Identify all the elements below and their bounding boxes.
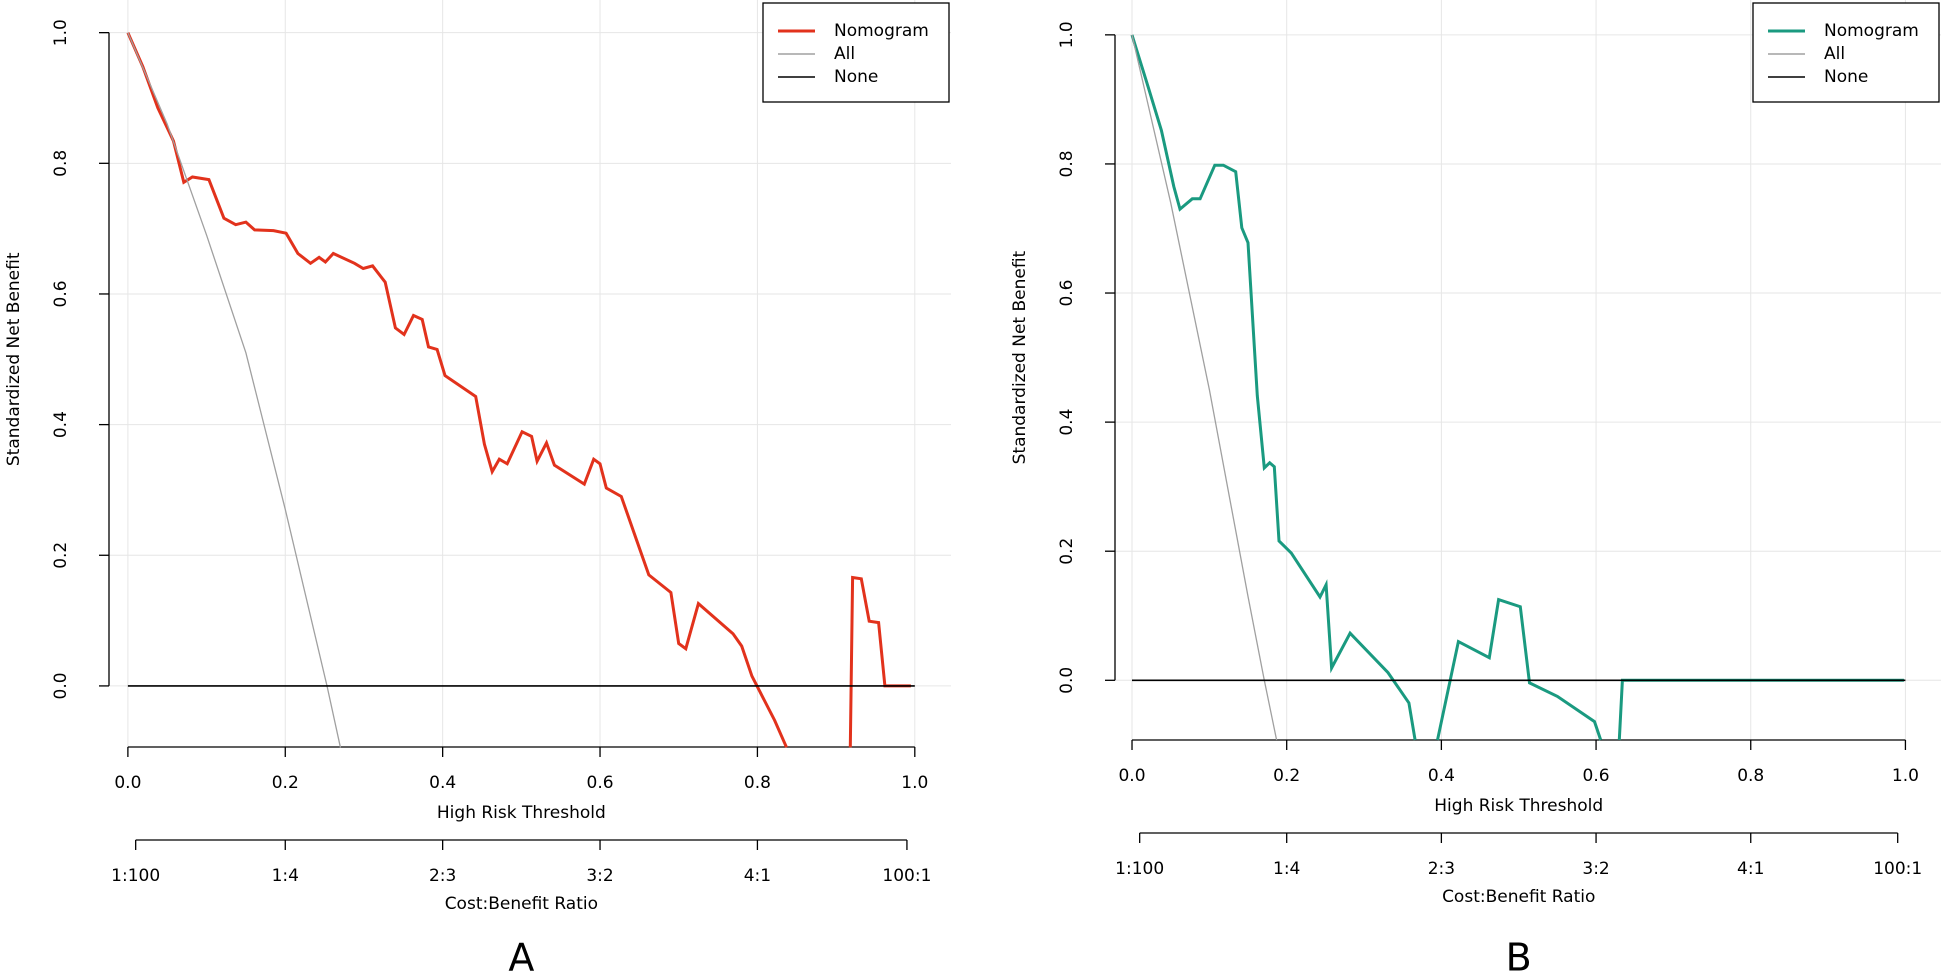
legend-label: None <box>834 67 878 87</box>
legend-box <box>1752 2 1940 103</box>
x2-tick-label: 100:1 <box>1873 859 1922 879</box>
series-line <box>1130 34 1904 741</box>
y-tick-label: 0.0 <box>1057 667 1077 694</box>
legend-box <box>762 2 950 103</box>
legend-label: Nomogram <box>834 21 929 41</box>
legend-label: All <box>834 44 855 64</box>
x-tick-label: 0.8 <box>1737 766 1764 786</box>
x-tick-label: 1.0 <box>901 773 928 793</box>
panel-label: B <box>1506 936 1532 979</box>
series-line <box>127 32 342 748</box>
y-axis-title: Standardized Net Benefit <box>1010 250 1030 464</box>
x-tick-label: 0.8 <box>744 773 771 793</box>
x-tick-label: 1.0 <box>1892 766 1919 786</box>
panel-label: A <box>508 936 534 979</box>
x-tick-label: 0.6 <box>587 773 614 793</box>
x-tick-label: 0.2 <box>1273 766 1300 786</box>
x-tick-label: 0.6 <box>1583 766 1610 786</box>
y-tick-label: 1.0 <box>1057 21 1077 48</box>
y-tick-label: 0.2 <box>1057 538 1077 565</box>
x2-tick-label: 3:2 <box>586 866 613 886</box>
x2-tick-label: 1:100 <box>1115 859 1164 879</box>
x2-tick-label: 2:3 <box>1428 859 1455 879</box>
y-tick-label: 0.6 <box>51 280 71 307</box>
y-tick-label: 1.0 <box>51 19 71 46</box>
x2-axis-title: Cost:Benefit Ratio <box>1442 887 1595 907</box>
series-line <box>126 32 911 748</box>
y-tick-label: 0.8 <box>51 150 71 177</box>
x-tick-label: 0.2 <box>272 773 299 793</box>
y-tick-label: 0.8 <box>1057 150 1077 177</box>
y-tick-label: 0.6 <box>1057 280 1077 307</box>
y-tick-label: 0.4 <box>51 411 71 438</box>
x-axis-title: High Risk Threshold <box>1434 796 1603 816</box>
x-tick-label: 0.4 <box>429 773 456 793</box>
legend-label: Nomogram <box>1824 21 1919 41</box>
x-tick-label: 0.4 <box>1428 766 1455 786</box>
x2-tick-label: 4:1 <box>744 866 771 886</box>
x2-tick-label: 1:100 <box>111 866 160 886</box>
x2-tick-label: 1:4 <box>1273 859 1300 879</box>
series-line <box>1131 34 1278 741</box>
x2-tick-label: 4:1 <box>1737 859 1764 879</box>
x2-axis-title: Cost:Benefit Ratio <box>445 894 598 914</box>
x-tick-label: 0.0 <box>1118 766 1145 786</box>
y-tick-label: 0.2 <box>51 542 71 569</box>
y-axis-title: Standardized Net Benefit <box>4 252 24 466</box>
x2-tick-label: 1:4 <box>272 866 299 886</box>
x-tick-label: 0.0 <box>114 773 141 793</box>
x2-tick-label: 100:1 <box>882 866 931 886</box>
legend-label: None <box>1824 67 1868 87</box>
legend-label: All <box>1824 44 1845 64</box>
y-tick-label: 0.0 <box>51 672 71 699</box>
x2-tick-label: 3:2 <box>1582 859 1609 879</box>
y-tick-label: 0.4 <box>1057 409 1077 436</box>
x2-tick-label: 2:3 <box>429 866 456 886</box>
x-axis-title: High Risk Threshold <box>437 803 606 823</box>
